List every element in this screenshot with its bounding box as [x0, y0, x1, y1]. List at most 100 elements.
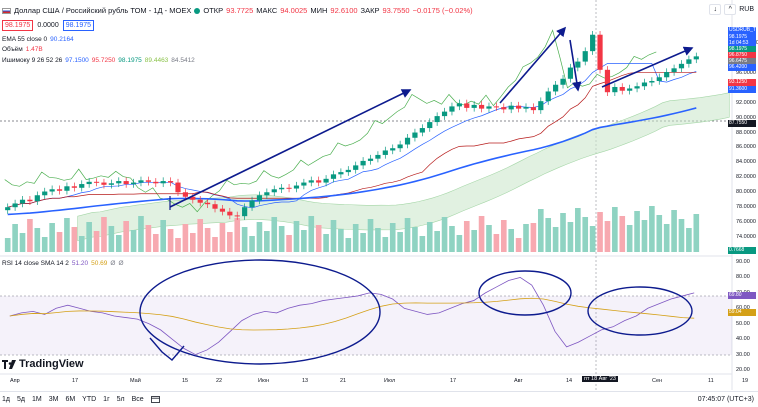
volume-bar	[152, 234, 159, 252]
volume-bar	[530, 223, 537, 252]
volume-bar	[456, 235, 463, 252]
ema-line	[7, 107, 697, 216]
volume-bar	[182, 224, 189, 252]
candle-body	[249, 200, 255, 208]
range-3m-button[interactable]: 3М	[48, 396, 59, 403]
time-tick: Июл	[384, 378, 396, 384]
range-1m-button[interactable]: 1М	[31, 396, 42, 403]
volume-bar	[463, 221, 470, 252]
price-tag: 87.7550	[728, 120, 756, 127]
volume-bar	[323, 234, 329, 252]
clock[interactable]: 07:45:07 (UTC+3)	[697, 396, 754, 403]
candle-body	[182, 192, 188, 197]
rsi-legend[interactable]: RSI 14 close SMA 14 2 51.20 50.69 Ø Ø	[2, 260, 124, 267]
volume-bar	[78, 236, 85, 252]
candle-body	[175, 182, 181, 193]
currency-selector[interactable]: RUB	[739, 4, 754, 15]
volume-bar	[278, 226, 285, 252]
ohlc-change: −0.0175 (−0.02%)	[412, 6, 473, 15]
volume-bar	[271, 217, 278, 252]
time-tick: 14	[566, 378, 573, 384]
rsi-na-2: Ø	[118, 260, 124, 267]
ema-legend[interactable]: EMA 55 close 0 90.2164	[2, 36, 74, 43]
range-1y-button[interactable]: 1г	[103, 396, 110, 403]
volume-bar	[219, 223, 226, 252]
candle-body	[434, 116, 440, 123]
candle-body	[242, 207, 248, 217]
candle-body	[619, 86, 625, 91]
date-range-icon[interactable]	[150, 395, 160, 405]
volume-legend[interactable]: Объём 1.47B	[2, 46, 43, 53]
range-6m-button[interactable]: 6М	[65, 396, 76, 403]
price-tag: 98.1975	[728, 34, 756, 41]
range-5d-button[interactable]: 5д	[16, 396, 25, 403]
candle-body	[130, 182, 137, 185]
price-tag: 93.1250	[728, 79, 756, 86]
candle-body	[419, 128, 425, 133]
volume-bar	[537, 209, 544, 252]
time-tick: Сен	[652, 378, 663, 384]
volume-bar	[478, 216, 485, 252]
ichimoku-lead-b: 84.5412	[171, 57, 195, 64]
ichimoku-legend[interactable]: Ишимоку 9 26 52 26 97.1500 95.7250 98.19…	[2, 57, 195, 64]
candle-body	[649, 81, 655, 83]
volume-bar	[449, 226, 455, 252]
candle-body	[590, 34, 596, 52]
volume-bar	[286, 235, 292, 252]
collapse-icon[interactable]: ^	[724, 4, 737, 15]
rsi-sma-value: 50.69	[91, 260, 108, 267]
buy-price-button[interactable]: 98.1975	[62, 20, 95, 31]
volume-bar	[575, 208, 581, 252]
range-1d-button[interactable]: 1д	[2, 396, 10, 403]
candle-body	[293, 185, 300, 189]
candle-body	[123, 181, 129, 185]
candle-body	[108, 183, 114, 185]
volume-bar	[212, 237, 218, 252]
price-tick: 76.0000	[736, 219, 756, 226]
symbol-title[interactable]: Доллар США / Российский рубль ТОМ - 1Д -…	[14, 6, 192, 15]
volume-bar	[619, 216, 626, 252]
annotation-circle	[587, 286, 693, 336]
ema-value: 90.2164	[50, 36, 74, 43]
volume-bar	[315, 225, 322, 252]
time-tick: Авг	[514, 378, 523, 384]
candle-body	[64, 186, 70, 191]
rsi-label: RSI 14 close SMA 14 2	[2, 260, 69, 267]
ohlc-high-value: 94.0025	[280, 6, 308, 15]
candle-body	[116, 181, 122, 184]
candle-body	[5, 207, 11, 211]
time-tick: 17	[72, 378, 79, 384]
volume-bar	[4, 238, 11, 252]
volume-bar	[404, 218, 411, 252]
price-tag: 1d 04:53	[728, 40, 756, 47]
rsi-value: 51.20	[71, 260, 89, 267]
candle-body	[138, 180, 144, 183]
candle-body	[464, 103, 470, 108]
scroll-down-icon[interactable]: ↓	[709, 4, 722, 15]
candle-body	[42, 191, 48, 196]
candle-body	[412, 132, 418, 138]
volume-bar	[338, 229, 344, 252]
range-ytd-button[interactable]: YTD	[82, 396, 97, 403]
candle-body	[641, 82, 648, 87]
volume-bar	[352, 224, 359, 252]
tradingview-logo[interactable]: TradingView	[2, 358, 84, 370]
volume-bar	[71, 227, 78, 252]
volume-bar	[678, 219, 685, 252]
volume-bar	[189, 233, 196, 252]
price-tick: 78.0000	[736, 204, 756, 211]
price-tick: 90.0000	[736, 114, 756, 121]
ichimoku-cloud	[77, 92, 730, 242]
price-tick: 74.0000	[736, 234, 756, 241]
volume-bar	[471, 230, 477, 252]
candle-body	[323, 178, 329, 183]
ohlc-open-value: 93.7725	[226, 6, 254, 15]
range-5y-button[interactable]: 5л	[116, 396, 125, 403]
candle-body	[582, 51, 588, 62]
sell-price-button[interactable]: 98.1975	[2, 20, 34, 31]
volume-bar	[12, 224, 18, 252]
volume-bar	[612, 207, 618, 252]
volume-bar	[604, 221, 611, 252]
range-all-button[interactable]: Все	[131, 396, 144, 403]
